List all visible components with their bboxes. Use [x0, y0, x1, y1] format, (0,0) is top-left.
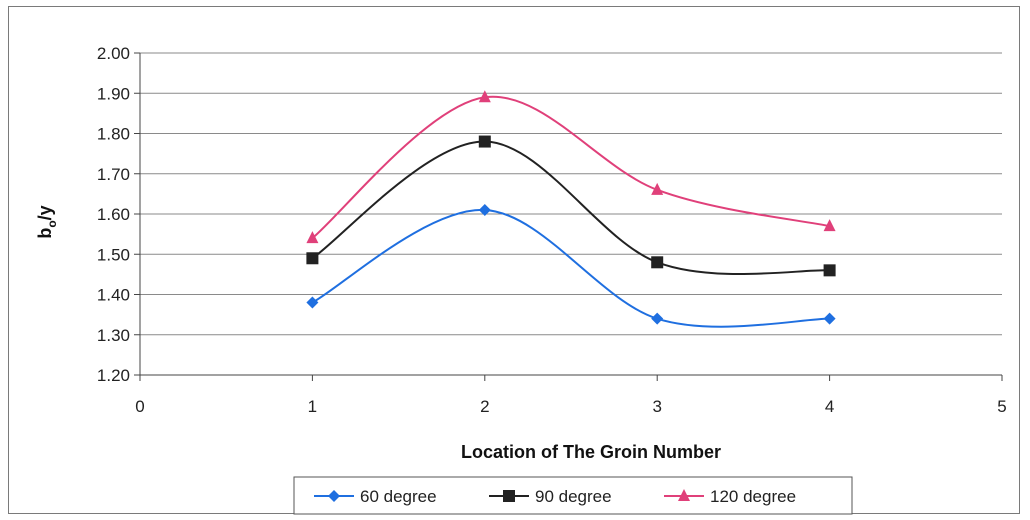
- series-line: [311, 95, 830, 239]
- data-point: [823, 264, 836, 277]
- data-point: [306, 296, 319, 309]
- legend-marker: [503, 490, 515, 502]
- y-tick-label: 1.30: [97, 326, 130, 345]
- data-point: [651, 256, 664, 269]
- x-tick-label: 4: [825, 397, 834, 416]
- legend-label: 120 degree: [710, 487, 796, 506]
- axes: [134, 52, 1003, 381]
- y-tick-label: 1.60: [97, 205, 130, 224]
- legend-items: 60 degree 90 degree 120 degree: [314, 487, 796, 506]
- legend-item: 60 degree: [314, 487, 437, 506]
- legend-label: 90 degree: [535, 487, 612, 506]
- data-point: [478, 135, 491, 148]
- legend-label: 60 degree: [360, 487, 437, 506]
- legend: 60 degree 90 degree 120 degree: [293, 476, 853, 515]
- x-tick-label: 1: [308, 397, 317, 416]
- x-axis-title: Location of The Groin Number: [461, 442, 721, 462]
- series-90-degree: [306, 135, 836, 277]
- data-point: [651, 182, 664, 195]
- x-tick-labels: 0 1 2 3 4 5: [135, 397, 1006, 416]
- series-60-degree: [306, 203, 836, 328]
- legend-marker: [678, 489, 690, 501]
- y-axis-title-tail: /y: [35, 205, 55, 220]
- y-tick-labels: 1.20 1.30 1.40 1.50 1.60 1.70 1.80 1.90 2.00: [97, 44, 130, 385]
- data-point: [478, 203, 491, 216]
- y-tick-label: 1.50: [97, 245, 130, 264]
- y-tick-label: 1.90: [97, 84, 130, 103]
- y-axis-title-subscript: o: [45, 220, 59, 227]
- x-tick-label: 2: [480, 397, 489, 416]
- legend-marker: [328, 490, 340, 502]
- y-axis-title-main: b: [35, 228, 55, 239]
- series-line: [311, 208, 830, 328]
- y-axis-title: bo/y: [35, 205, 59, 238]
- data-series: [306, 90, 836, 328]
- legend-item: 90 degree: [489, 487, 612, 506]
- data-point: [823, 219, 836, 232]
- legend-box: [293, 476, 853, 515]
- data-point: [478, 90, 491, 103]
- series-line: [311, 140, 830, 276]
- x-tick-label: 3: [652, 397, 661, 416]
- data-point: [306, 252, 319, 265]
- y-tick-label: 2.00: [97, 44, 130, 63]
- y-tick-label: 1.20: [97, 366, 130, 385]
- y-tick-label: 1.80: [97, 125, 130, 144]
- y-tick-label: 1.70: [97, 165, 130, 184]
- x-tick-label: 5: [997, 397, 1006, 416]
- data-point: [651, 312, 664, 325]
- data-point: [306, 231, 319, 244]
- y-tick-label: 1.40: [97, 286, 130, 305]
- series-120-degree: [306, 90, 836, 244]
- legend-item: 120 degree: [664, 487, 796, 506]
- x-tick-label: 0: [135, 397, 144, 416]
- data-point: [823, 312, 836, 325]
